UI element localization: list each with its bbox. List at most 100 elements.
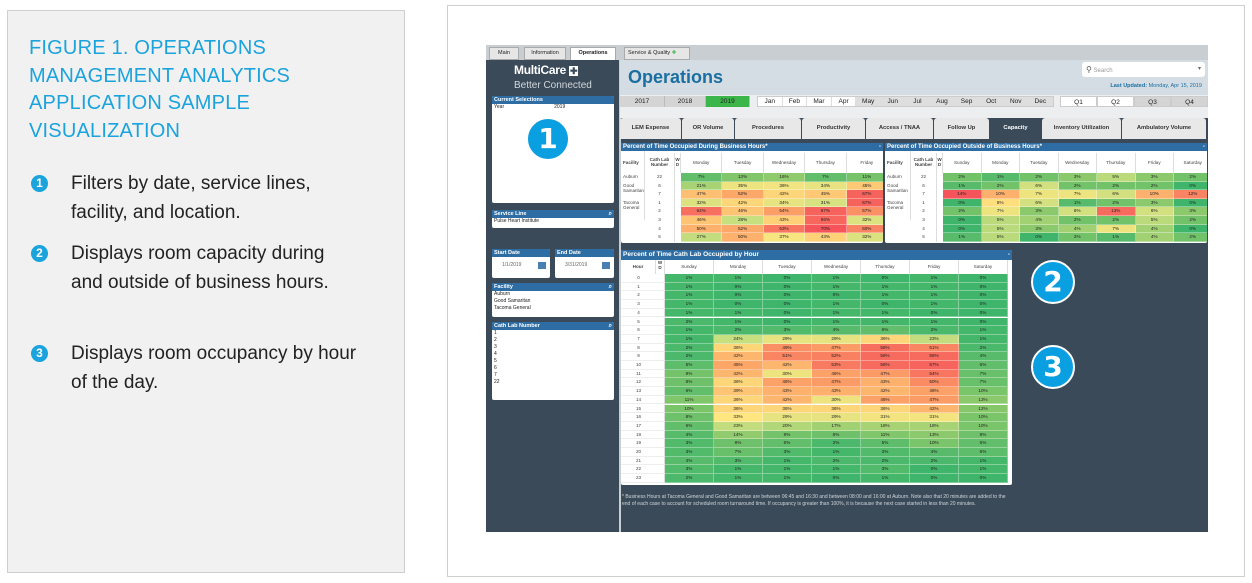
year-2019[interactable]: 2019 [706, 96, 750, 107]
maximize-icon[interactable]: ▫ [1007, 252, 1010, 258]
month-may[interactable]: May [856, 97, 881, 106]
tab-capacity[interactable]: Capacity [990, 118, 1041, 139]
panel-title: Percent of Time Occupied During Business… [623, 144, 768, 150]
month-dec[interactable]: Dec [1028, 97, 1054, 106]
column-header-tuesday[interactable]: Tuesday [763, 260, 812, 274]
quarter-q2[interactable]: Q2 [1097, 96, 1134, 107]
top-tab-operations[interactable]: Operations [570, 47, 616, 60]
heatmap-cell: 2% [943, 207, 982, 216]
quarter-q4[interactable]: Q4 [1171, 96, 1208, 107]
cath-lab-label: 7 [645, 190, 675, 199]
tab-or-volume[interactable]: OR Volume [682, 118, 734, 139]
column-header-wednesday[interactable]: Wednesday [812, 260, 861, 274]
column-header-friday[interactable]: Friday [1135, 153, 1174, 173]
month-jan[interactable]: Jan [758, 97, 783, 106]
cath-lab-option[interactable]: 4 [494, 351, 497, 357]
cath-lab-option[interactable]: 6 [494, 365, 497, 371]
column-header-thursday[interactable]: Thursday [861, 260, 910, 274]
search-icon[interactable]: ⌕ [608, 211, 612, 217]
year-2018[interactable]: 2018 [665, 96, 706, 107]
chevron-down-icon[interactable]: ▾ [1197, 66, 1201, 72]
maximize-icon[interactable]: ▫ [878, 144, 881, 150]
column-header-facility[interactable]: Facility [621, 153, 645, 173]
column-header-monday[interactable]: Monday [681, 153, 723, 173]
column-header-cath-lab[interactable]: Cath Lab Number [911, 153, 937, 173]
column-header-sunday[interactable]: Sunday [943, 153, 982, 173]
search-icon[interactable]: ⌕ [608, 323, 612, 329]
column-header-thursday[interactable]: Thursday [805, 153, 847, 173]
figure-title: FIGURE 1. OPERATIONS MANAGEMENT ANALYTIC… [29, 37, 291, 142]
tab-inventory-utilization[interactable]: Inventory Utilization [1042, 118, 1121, 139]
column-header-monday[interactable]: Monday [981, 153, 1020, 173]
calendar-icon[interactable] [602, 262, 610, 269]
column-header-sunday[interactable]: Sunday [665, 260, 714, 274]
start-date-input[interactable]: 1/1/2019 [492, 257, 550, 269]
cath-lab-option[interactable]: 7 [494, 372, 497, 378]
tab-access-tnaa[interactable]: Access / TNAA [866, 118, 933, 139]
heatmap-cell: 4% [959, 352, 1008, 361]
heatmap-cell: 32% [681, 198, 723, 208]
quarter-q3[interactable]: Q3 [1134, 96, 1171, 107]
column-header-tuesday[interactable]: Tuesday [722, 153, 764, 173]
column-header-monday[interactable]: Monday [714, 260, 763, 274]
panel-title: Cath Lab Number [494, 323, 540, 329]
month-apr[interactable]: Apr [832, 97, 857, 106]
search-input[interactable]: ⚲ Search ▾ [1082, 62, 1205, 77]
tab-procedures[interactable]: Procedures [735, 118, 801, 139]
column-header-saturday[interactable]: Saturday [959, 260, 1008, 274]
month-jul[interactable]: Jul [905, 97, 931, 106]
heatmap-cell: 8% [665, 413, 714, 422]
column-header-friday[interactable]: Friday [910, 260, 959, 274]
column-header-facility[interactable]: Facility [885, 153, 911, 173]
column-header-friday[interactable]: Friday [846, 153, 883, 173]
month-sep[interactable]: Sep [954, 97, 980, 106]
cath-lab-option[interactable]: 5 [494, 358, 497, 364]
service-line-value[interactable]: Pulse Heart Institute [494, 218, 540, 224]
heatmap-cell: 56% [910, 352, 959, 361]
tab-ambulatory-volume[interactable]: Ambulatory Volume [1122, 118, 1206, 139]
heatmap-cell: 32% [846, 233, 883, 242]
column-header-cath-lab[interactable]: Cath Lab Number [645, 153, 675, 173]
end-date-input[interactable]: 3/31/2019 [555, 257, 614, 269]
month-aug[interactable]: Aug [930, 97, 955, 106]
column-header-tuesday[interactable]: Tuesday [1020, 153, 1059, 173]
tab-follow-up[interactable]: Follow Up [934, 118, 989, 139]
heatmap-cell: 1% [910, 291, 959, 301]
tab-lem-expense[interactable]: LEM Expense [620, 118, 681, 139]
tab-productivity[interactable]: Productivity [802, 118, 865, 139]
month-nov[interactable]: Nov [1003, 97, 1029, 106]
heatmap-cell: 49% [763, 343, 812, 353]
cath-lab-option[interactable]: 3 [494, 344, 497, 350]
top-tab-service-quality[interactable]: Service & Quality ✚ [624, 47, 690, 60]
heatmap-cell: 1% [861, 474, 910, 483]
column-header-hour[interactable]: Hour [621, 260, 656, 274]
heatmap-cell: 0% [1174, 198, 1207, 208]
column-header-wednesday[interactable]: Wednesday [763, 153, 806, 173]
month-mar[interactable]: Mar [807, 97, 832, 106]
heatmap-cell: 1% [910, 282, 959, 292]
heatmap-cell: 8% [981, 198, 1020, 208]
panel-header: Current Selections [492, 96, 614, 104]
calendar-icon[interactable] [538, 262, 546, 269]
search-icon[interactable]: ⌕ [608, 284, 612, 290]
top-tab-information[interactable]: Information [524, 47, 566, 60]
month-oct[interactable]: Oct [979, 97, 1004, 106]
cath-lab-option[interactable]: 22 [494, 379, 500, 385]
facility-option[interactable]: Auburn [494, 291, 511, 297]
facility-option[interactable]: Tacoma General [494, 305, 531, 311]
heatmap-cell: 55% [861, 343, 910, 353]
month-jun[interactable]: Jun [880, 97, 906, 106]
column-header-wednesday[interactable]: Wednesday [1058, 153, 1097, 173]
top-tab-main[interactable]: Main [489, 47, 519, 60]
month-feb[interactable]: Feb [783, 97, 808, 106]
facility-option[interactable]: Good Samaritan [494, 298, 531, 304]
maximize-icon[interactable]: ▫ [1202, 144, 1205, 150]
cath-lab-option[interactable]: 1 [494, 330, 497, 336]
service-line-panel[interactable]: Service Line ⌕ Pulse Heart Institute [492, 210, 614, 228]
cath-lab-option[interactable]: 2 [494, 337, 497, 343]
quarter-q1[interactable]: Q1 [1060, 96, 1097, 107]
heatmap-cell: 2% [1058, 181, 1097, 191]
column-header-thursday[interactable]: Thursday [1097, 153, 1136, 173]
column-header-saturday[interactable]: Saturday [1174, 153, 1207, 173]
year-2017[interactable]: 2017 [620, 96, 665, 107]
